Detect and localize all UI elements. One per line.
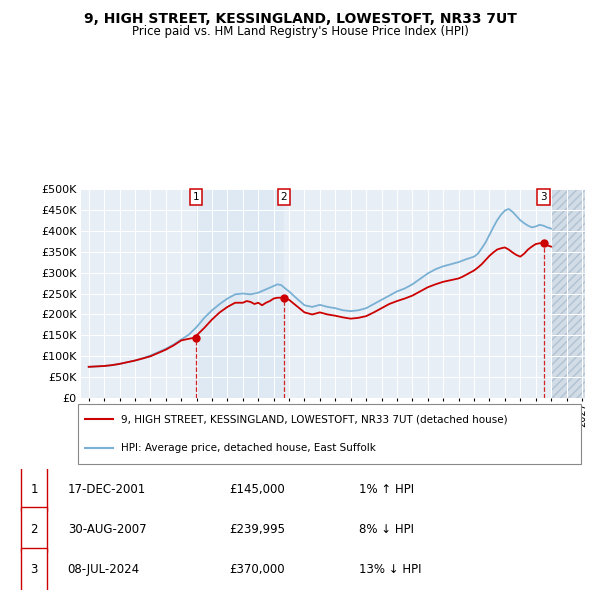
- FancyBboxPatch shape: [21, 548, 47, 590]
- Text: 17-DEC-2001: 17-DEC-2001: [68, 483, 146, 496]
- Text: 13% ↓ HPI: 13% ↓ HPI: [359, 563, 421, 576]
- Text: 2: 2: [30, 523, 38, 536]
- Text: HPI: Average price, detached house, East Suffolk: HPI: Average price, detached house, East…: [121, 443, 376, 453]
- FancyBboxPatch shape: [21, 467, 47, 512]
- Text: 8% ↓ HPI: 8% ↓ HPI: [359, 523, 414, 536]
- Text: 1% ↑ HPI: 1% ↑ HPI: [359, 483, 414, 496]
- Text: Price paid vs. HM Land Registry's House Price Index (HPI): Price paid vs. HM Land Registry's House …: [131, 25, 469, 38]
- Bar: [551, 189, 585, 398]
- Text: 08-JUL-2024: 08-JUL-2024: [68, 563, 140, 576]
- FancyBboxPatch shape: [21, 507, 47, 552]
- Text: 1: 1: [193, 192, 199, 202]
- Text: 9, HIGH STREET, KESSINGLAND, LOWESTOFT, NR33 7UT (detached house): 9, HIGH STREET, KESSINGLAND, LOWESTOFT, …: [121, 414, 508, 424]
- Text: 3: 3: [30, 563, 38, 576]
- Bar: [196, 189, 284, 398]
- Text: £145,000: £145,000: [229, 483, 285, 496]
- FancyBboxPatch shape: [77, 404, 581, 464]
- Text: £239,995: £239,995: [229, 523, 286, 536]
- Text: 9, HIGH STREET, KESSINGLAND, LOWESTOFT, NR33 7UT: 9, HIGH STREET, KESSINGLAND, LOWESTOFT, …: [83, 12, 517, 26]
- Text: 3: 3: [541, 192, 547, 202]
- Text: £370,000: £370,000: [229, 563, 285, 576]
- Text: 1: 1: [30, 483, 38, 496]
- Text: 2: 2: [281, 192, 287, 202]
- Text: 30-AUG-2007: 30-AUG-2007: [68, 523, 146, 536]
